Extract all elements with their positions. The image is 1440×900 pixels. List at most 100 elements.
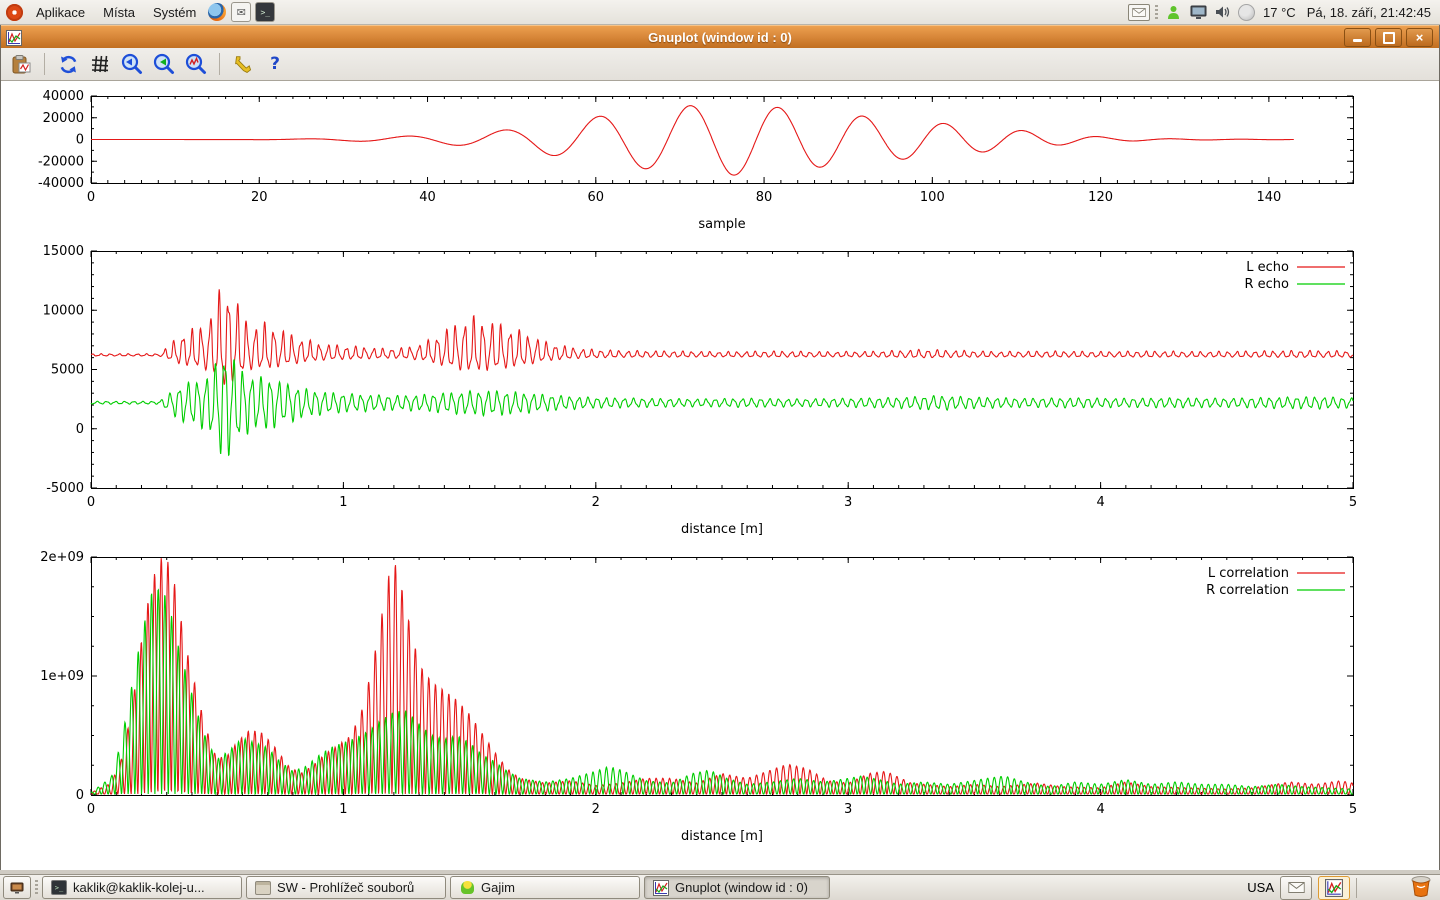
series-l-correlation	[91, 558, 1354, 796]
user-status-icon[interactable]	[1163, 2, 1183, 22]
autoscale-button[interactable]	[184, 52, 208, 76]
svg-text:1e+09: 1e+09	[40, 669, 84, 684]
toolbar-separator	[44, 53, 45, 75]
copy-to-clipboard-button[interactable]	[9, 52, 33, 76]
terminal-launcher[interactable]: >_	[254, 1, 276, 23]
file-manager-icon	[255, 880, 271, 896]
svg-text:60: 60	[588, 190, 605, 205]
zoom-next-button[interactable]	[152, 52, 176, 76]
charts-svg: 0 20 40 60 80 100 120 140-40000-200000200004000…	[38, 89, 1358, 844]
zoom-previous-button[interactable]	[120, 52, 144, 76]
svg-text:0: 0	[76, 422, 84, 437]
series-l-echo	[90, 289, 1354, 385]
svg-text:20000: 20000	[43, 111, 84, 126]
trash-button[interactable]	[1409, 875, 1433, 900]
grid-button[interactable]	[88, 52, 112, 76]
taskbar-item-gnuplot[interactable]: Gnuplot (window id : 0)	[644, 876, 830, 899]
svg-text:0: 0	[76, 133, 84, 148]
close-icon: ×	[1415, 30, 1424, 45]
terminal-icon: >_	[51, 880, 67, 896]
menu-applications[interactable]: Aplikace	[36, 4, 86, 20]
svg-text:distance [m]: distance [m]	[681, 829, 763, 844]
taskbar-item-terminal[interactable]: >_ kaklik@kaklik-kolej-u...	[42, 876, 242, 899]
mail-icon	[1288, 882, 1305, 893]
svg-text:3: 3	[844, 495, 852, 510]
taskbar: >_ kaklik@kaklik-kolej-u... SW - Prohlíž…	[0, 874, 1440, 900]
svg-text:5: 5	[1349, 495, 1357, 510]
volume-icon[interactable]	[1213, 2, 1233, 22]
chart-0: 0 20 40 60 80 100 120 140 -40000 -20000 0 20000 4000…	[38, 89, 1354, 232]
gnuplot-tray-button[interactable]	[1318, 875, 1350, 900]
series-chart0	[91, 105, 1294, 176]
help-button[interactable]: ?	[263, 52, 287, 76]
svg-text:0: 0	[87, 190, 95, 205]
svg-text:distance [m]: distance [m]	[681, 522, 763, 537]
taskbar-item-file-manager[interactable]: SW - Prohlížeč souborů	[246, 876, 446, 899]
svg-text:120: 120	[1088, 190, 1113, 205]
svg-text:1: 1	[339, 802, 347, 817]
mail-notification-icon[interactable]	[1128, 3, 1151, 21]
clock-label[interactable]: Pá, 18. září, 21:42:45	[1306, 4, 1431, 20]
keyboard-layout-indicator[interactable]: USA	[1247, 880, 1274, 895]
svg-text:R correlation: R correlation	[1206, 583, 1289, 598]
show-desktop-button[interactable]	[3, 876, 31, 899]
mail-tray-button[interactable]	[1280, 875, 1312, 900]
maximize-button[interactable]	[1375, 28, 1402, 47]
series-r-correlation	[90, 588, 1354, 797]
svg-text:5: 5	[1349, 802, 1357, 817]
gnuplot-window: Gnuplot (window id : 0) ×	[0, 25, 1440, 870]
svg-text:-5000: -5000	[46, 481, 84, 496]
firefox-launcher[interactable]	[206, 1, 228, 23]
mail-icon: ✉	[231, 2, 252, 22]
taskbar-item-label: Gnuplot (window id : 0)	[675, 880, 808, 895]
temperature-label[interactable]: 17 °C	[1263, 4, 1296, 20]
taskbar-item-label: kaklik@kaklik-kolej-u...	[73, 880, 205, 895]
svg-text:15000: 15000	[43, 244, 84, 259]
svg-text:0: 0	[87, 802, 95, 817]
settings-button[interactable]	[231, 52, 255, 76]
plot-canvas[interactable]: 0 20 40 60 80 100 120 140 -40000 -20000 0 20000 4000…	[1, 81, 1439, 870]
titlebar[interactable]: Gnuplot (window id : 0) ×	[1, 25, 1439, 49]
gnuplot-icon	[653, 880, 669, 896]
series-r-echo	[90, 359, 1354, 457]
svg-text:4: 4	[1096, 802, 1104, 817]
svg-text:0: 0	[76, 788, 84, 803]
replot-button[interactable]	[56, 52, 80, 76]
ubuntu-logo-icon[interactable]	[6, 3, 23, 21]
display-icon[interactable]	[1188, 2, 1208, 22]
chart-2: 0 1 2 3 4 5 0 1e+09 2e+09 distance [m] L correlati…	[40, 550, 1357, 844]
weather-icon[interactable]	[1238, 3, 1256, 21]
firefox-icon	[208, 3, 227, 21]
show-desktop-icon	[10, 882, 24, 893]
trash-icon	[1411, 876, 1431, 897]
replot-icon	[60, 55, 76, 73]
minimize-icon	[1353, 39, 1362, 42]
taskbar-separator	[35, 879, 38, 896]
settings-icon	[234, 55, 251, 73]
taskbar-item-gajim[interactable]: Gajim	[450, 876, 640, 899]
window-controls: ×	[1344, 28, 1439, 47]
top-panel-tray: 17 °C Pá, 18. září, 21:42:45	[1128, 0, 1440, 24]
svg-text:2: 2	[592, 802, 600, 817]
svg-text:0: 0	[87, 495, 95, 510]
help-icon: ?	[270, 54, 280, 74]
menu-places[interactable]: Místa	[103, 4, 135, 20]
menu-system[interactable]: Systém	[152, 4, 197, 20]
minimize-button[interactable]	[1344, 28, 1371, 47]
top-panel-left: Aplikace Místa Systém ✉ >_	[0, 0, 277, 24]
top-panel: Aplikace Místa Systém ✉ >_	[0, 0, 1440, 25]
svg-text:40: 40	[419, 190, 436, 205]
svg-text:3: 3	[844, 802, 852, 817]
zoom-next-icon	[153, 53, 175, 75]
autoscale-icon	[185, 53, 207, 75]
mail-launcher[interactable]: ✉	[230, 1, 252, 23]
svg-text:10000: 10000	[43, 303, 84, 318]
svg-text:2: 2	[592, 495, 600, 510]
svg-text:40000: 40000	[43, 89, 84, 104]
gnuplot-icon	[1325, 879, 1343, 897]
svg-text:5000: 5000	[51, 363, 84, 378]
window-title: Gnuplot (window id : 0)	[648, 30, 792, 45]
close-button[interactable]: ×	[1406, 28, 1433, 47]
